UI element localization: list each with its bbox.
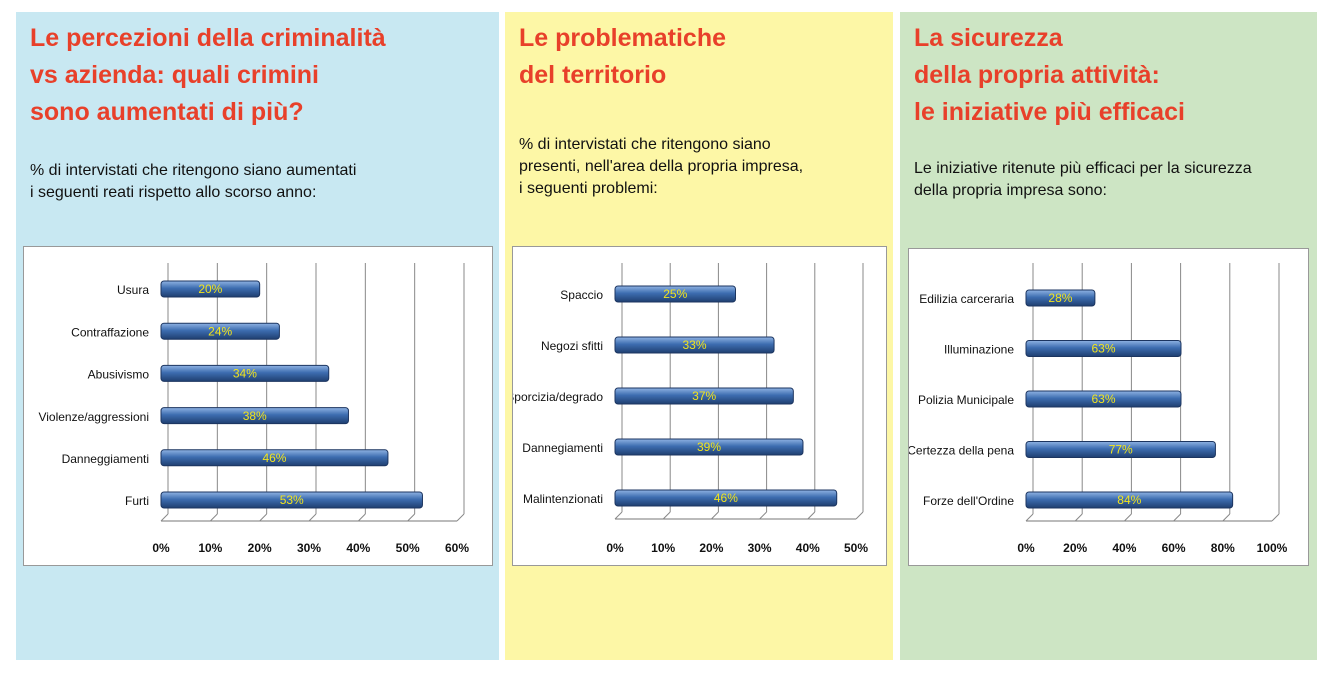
- category-label: Malintenzionati: [523, 492, 603, 506]
- x-tick-label: 80%: [1211, 541, 1235, 555]
- chart: 0% 10% 20% 30% 40% 50% Spaccio 25% Negozi sfitti…: [512, 246, 887, 566]
- category-label: Usura: [117, 283, 149, 297]
- category-label: Violenze/aggressioni: [38, 410, 149, 424]
- category-label: Dannegiamenti: [522, 441, 603, 455]
- bar: [160, 407, 349, 425]
- panel-title: La sicurezza della propria attività: le …: [914, 24, 1185, 126]
- grid-floor: [456, 513, 465, 522]
- grid-floor: [807, 511, 816, 520]
- grid-floor: [759, 511, 767, 520]
- bar: [614, 285, 736, 303]
- x-tick-label: 0%: [606, 541, 624, 555]
- bar: [1025, 340, 1182, 357]
- x-tick-label: 60%: [445, 541, 469, 555]
- value-label: 25%: [663, 287, 687, 301]
- x-tick-label: 60%: [1162, 541, 1186, 555]
- value-label: 34%: [233, 367, 257, 381]
- x-tick-label: 40%: [346, 541, 370, 555]
- x-tick-label: 100%: [1257, 541, 1288, 555]
- value-label: 39%: [697, 440, 721, 454]
- value-label: 33%: [683, 338, 707, 352]
- chart: 0% 20% 40% 60% 80% 100% Edilizia carceraria 28%…: [908, 248, 1309, 566]
- value-label: 28%: [1048, 291, 1072, 305]
- bar: [1025, 491, 1234, 509]
- panel-subtitle: % di intervistati che ritengono siano au…: [30, 162, 357, 201]
- category-label: Contraffazione: [71, 325, 149, 339]
- grid-floor: [259, 513, 268, 522]
- x-tick-label: 50%: [396, 541, 420, 555]
- category-label: Forze dell'Ordine: [923, 494, 1014, 508]
- category-label: Danneggiamenti: [62, 452, 149, 466]
- panel-title: Le percezioni della criminalità vs azien…: [30, 24, 386, 126]
- x-tick-label: 30%: [297, 541, 321, 555]
- x-tick-label: 50%: [844, 541, 868, 555]
- grid-floor: [1025, 513, 1034, 522]
- value-label: 63%: [1091, 342, 1115, 356]
- grid-floor: [209, 513, 218, 522]
- bar: [160, 491, 423, 509]
- x-tick-label: 20%: [699, 541, 723, 555]
- grid-floor: [357, 513, 366, 522]
- value-label: 38%: [243, 409, 267, 423]
- bar: [160, 449, 389, 467]
- x-tick-label: 0%: [152, 541, 170, 555]
- value-label: 46%: [714, 491, 738, 505]
- x-tick-label: 20%: [248, 541, 272, 555]
- grid-floor: [1173, 513, 1181, 522]
- x-tick-label: 0%: [1017, 541, 1035, 555]
- x-tick-label: 10%: [651, 541, 675, 555]
- panel-subtitle: Le iniziative ritenute più efficaci per …: [914, 160, 1252, 199]
- grid-floor: [1222, 513, 1231, 522]
- bar: [1025, 441, 1216, 458]
- grid-floor: [855, 511, 864, 520]
- value-label: 63%: [1091, 392, 1115, 406]
- bar: [1025, 289, 1096, 307]
- value-label: 37%: [692, 389, 716, 403]
- value-label: 20%: [198, 282, 222, 296]
- value-label: 84%: [1117, 493, 1141, 507]
- value-label: 24%: [208, 324, 232, 338]
- chart: 0% 10% 20% 30% 40% 50% 60% Usura 20% Contraffazio…: [23, 246, 493, 566]
- value-label: 53%: [280, 493, 304, 507]
- grid-floor: [614, 511, 623, 520]
- category-label: Spaccio: [560, 288, 603, 302]
- category-label: Negozi sfitti: [541, 339, 603, 353]
- x-tick-label: 40%: [796, 541, 820, 555]
- category-label: Edilizia carceraria: [919, 292, 1014, 306]
- category-label: Abusivismo: [88, 368, 150, 382]
- bar: [1025, 390, 1182, 408]
- x-tick-label: 40%: [1112, 541, 1136, 555]
- bar: [614, 489, 838, 507]
- grid-floor: [711, 511, 719, 520]
- panel-subtitle: % di intervistati che ritengono siano pr…: [519, 136, 804, 197]
- bar: [160, 280, 261, 298]
- grid-floor: [407, 513, 416, 522]
- panel-title: Le problematiche del territorio: [519, 24, 726, 89]
- x-tick-label: 10%: [198, 541, 222, 555]
- value-label: 46%: [262, 451, 286, 465]
- category-label: Sporcizia/degrado: [512, 390, 603, 404]
- grid-floor: [1271, 513, 1280, 522]
- x-tick-label: 30%: [748, 541, 772, 555]
- x-tick-label: 20%: [1063, 541, 1087, 555]
- bar: [160, 364, 330, 382]
- grid-floor: [662, 511, 671, 520]
- bar: [160, 322, 280, 340]
- grid-floor: [160, 513, 169, 522]
- category-label: Polizia Municipale: [918, 393, 1014, 407]
- category-label: Illuminazione: [944, 343, 1014, 357]
- category-label: Furti: [125, 494, 149, 508]
- value-label: 77%: [1109, 443, 1133, 457]
- bar: [614, 438, 804, 456]
- grid-floor: [1074, 513, 1083, 522]
- category-label: Certezza della pena: [908, 444, 1014, 458]
- grid-floor: [1124, 513, 1132, 522]
- grid-floor: [308, 513, 317, 522]
- bar: [614, 387, 794, 405]
- bar: [614, 336, 775, 354]
